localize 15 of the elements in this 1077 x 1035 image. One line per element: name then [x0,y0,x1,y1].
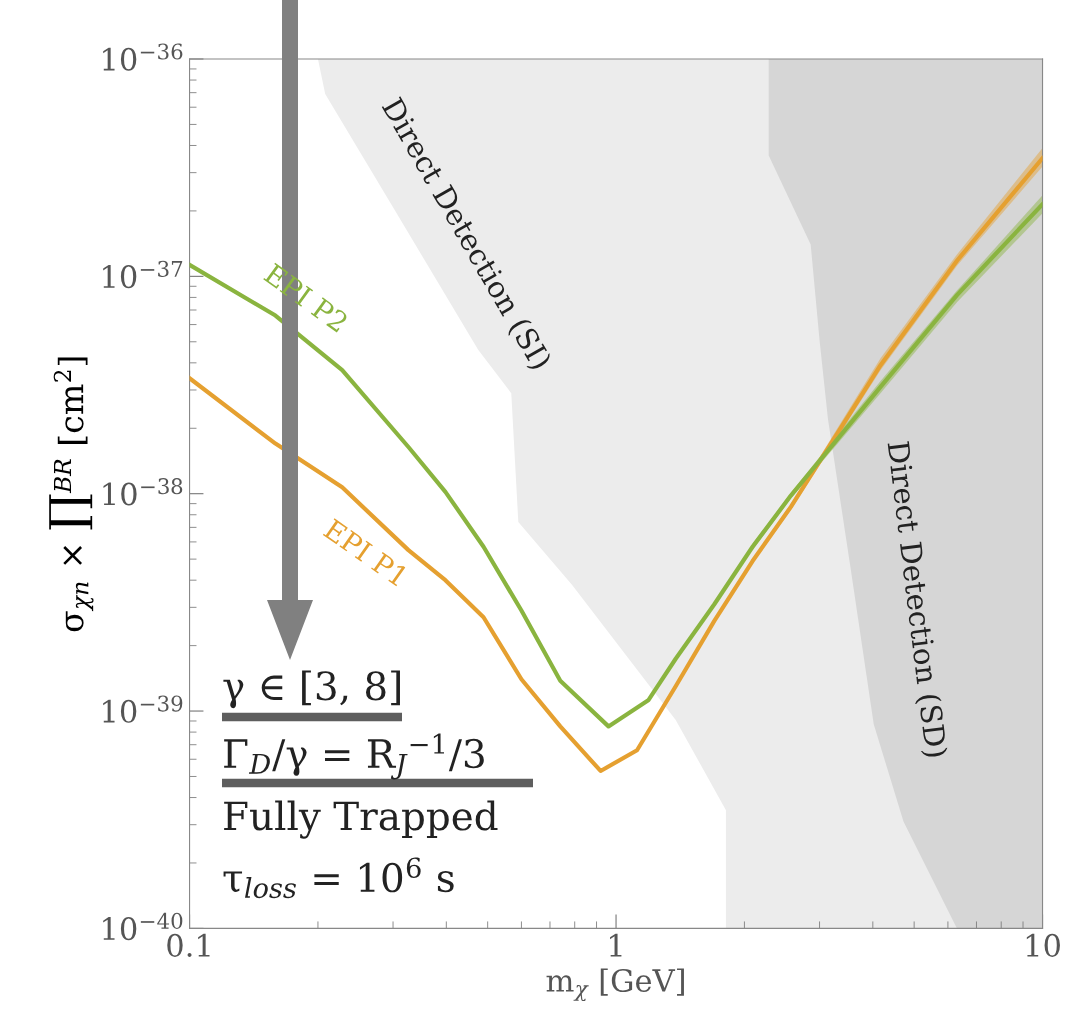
y-axis-title: σ$_{χn}$ × ∏$^{BR}$ [cm$^{2}$] [49,357,94,632]
y-tick-label: 10$^{−36}$ [103,43,183,71]
annotation: τ$_{loss}$ = 10$^{6}$ s [223,857,454,899]
y-tick-label: 10$^{−38}$ [103,478,183,506]
annotation: Γ$_{D}$/γ = R$_{J}$$^{−1}$/3 [224,733,484,780]
y-tick-label: 10$^{−37}$ [103,260,183,289]
x-tick-label: 10 [1026,933,1060,957]
annotation: Fully Trapped [224,800,498,839]
annotation: Direct Detection (SD) [883,441,949,759]
annotation: EPI P1 [322,517,409,587]
annotation: EPI P2 [263,262,349,333]
x-axis-title: m$_{χ}$ [GeV] [546,968,684,1002]
y-tick-label: 10$^{−39}$ [103,695,183,723]
annotation: γ ∈ [3, 8] [223,670,400,709]
x-tick-label: 1 [610,933,622,957]
